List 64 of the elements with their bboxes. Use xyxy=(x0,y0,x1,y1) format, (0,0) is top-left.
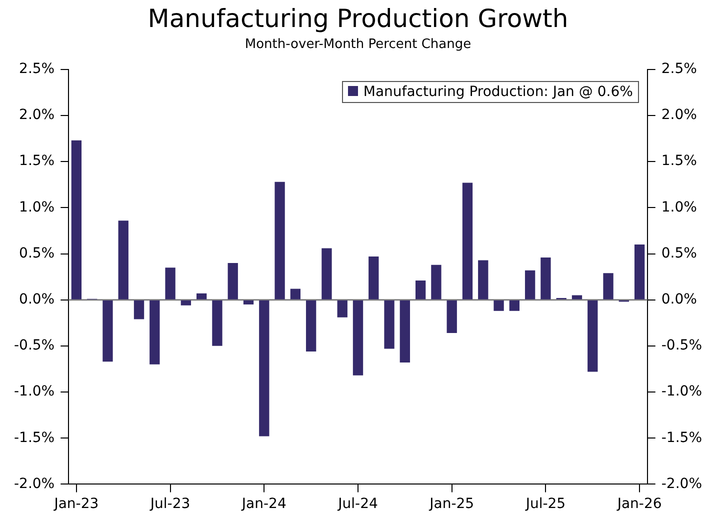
x-tick-label: Jan-24 xyxy=(240,496,286,512)
bar xyxy=(588,300,598,372)
chart-subtitle: Month-over-Month Percent Change xyxy=(244,37,472,52)
bar xyxy=(337,300,348,318)
bar xyxy=(384,300,394,349)
y-tick-label: -1.0% xyxy=(14,384,55,400)
x-tick-label: Jan-25 xyxy=(428,496,474,512)
y-tick-label: -0.5% xyxy=(14,338,55,354)
bar xyxy=(368,256,379,300)
bar xyxy=(400,300,410,363)
bar xyxy=(71,140,82,300)
bar xyxy=(259,300,270,436)
y-tick-label: -2.0% xyxy=(14,476,55,492)
bar xyxy=(306,300,316,352)
y-tick-label: 0.0% xyxy=(19,291,55,308)
x-tick-label: Jan-23 xyxy=(53,496,99,512)
y2-tick-label: 1.0% xyxy=(661,199,697,216)
bar xyxy=(572,295,582,300)
chart-title: Manufacturing Production Growth xyxy=(146,4,570,33)
bar xyxy=(415,280,426,300)
y2-tick-label: 1.5% xyxy=(661,153,697,170)
bar xyxy=(196,293,207,300)
y-tick-label: 0.5% xyxy=(19,245,55,262)
bar xyxy=(494,300,504,311)
bar xyxy=(290,288,301,300)
bar xyxy=(352,300,364,376)
x-tick-label: Jul-25 xyxy=(524,496,566,512)
y2-tick-label: 2.5% xyxy=(661,61,697,78)
bar xyxy=(180,300,192,306)
y2-tick-label: 2.0% xyxy=(661,107,697,124)
y-tick-label: 1.5% xyxy=(19,153,55,170)
bar xyxy=(102,300,113,362)
bar xyxy=(509,300,520,311)
bar xyxy=(540,257,551,300)
bar xyxy=(274,182,285,300)
y-tick-label: -1.5% xyxy=(14,430,55,446)
bar xyxy=(446,300,457,334)
bar xyxy=(603,273,614,300)
y-tick-label: 2.0% xyxy=(19,107,55,124)
bar xyxy=(118,220,128,300)
bar xyxy=(322,248,332,300)
x-tick-label: Jul-23 xyxy=(149,496,190,512)
bar xyxy=(165,268,176,300)
y-tick-label: 1.0% xyxy=(19,199,55,216)
y2-tick-label: 0.0% xyxy=(661,291,697,308)
x-tick-label: Jul-24 xyxy=(337,496,378,512)
bar xyxy=(150,300,160,364)
y2-tick-label: -2.0% xyxy=(661,476,702,492)
bar xyxy=(431,264,442,300)
y-tick-label: 2.5% xyxy=(19,61,55,78)
bar xyxy=(634,244,645,300)
y2-tick-label: -1.0% xyxy=(661,384,702,400)
bar xyxy=(228,262,238,300)
legend-label: Manufacturing Production: Jan @ 0.6% xyxy=(363,84,633,100)
bar xyxy=(134,300,144,320)
y2-tick-label: -0.5% xyxy=(661,338,702,354)
y2-tick-label: 0.5% xyxy=(661,245,697,262)
y2-tick-label: -1.5% xyxy=(661,430,702,446)
bar xyxy=(212,300,222,346)
bar xyxy=(478,260,488,300)
bar xyxy=(243,300,254,304)
x-tick-label: Jan-26 xyxy=(616,496,662,512)
bar xyxy=(524,270,536,300)
bar xyxy=(462,182,473,300)
